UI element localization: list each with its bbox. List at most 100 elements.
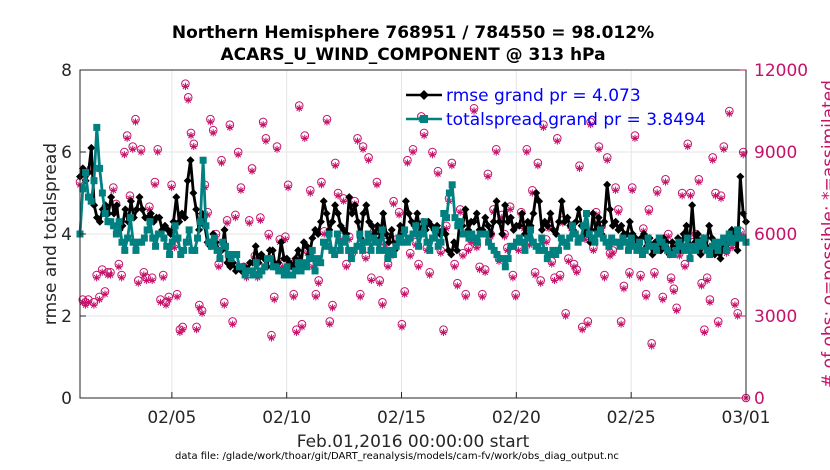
assimilated-obs-point xyxy=(706,298,714,306)
totalspread-point xyxy=(247,267,255,275)
totalspread-point xyxy=(722,246,730,254)
rmse-point xyxy=(404,209,413,218)
assimilated-obs-point xyxy=(298,323,306,331)
totalspread-point xyxy=(521,246,529,254)
totalspread-point xyxy=(98,189,106,197)
assimilated-obs-point xyxy=(734,312,742,320)
right-y-axis: 0 3000 6000 9000 12000 xyxy=(740,61,808,409)
assimilated-obs-point xyxy=(728,244,736,252)
assimilated-obs-point xyxy=(315,279,323,287)
rmse-point xyxy=(688,201,697,210)
assimilated-obs-point xyxy=(167,183,176,192)
assimilated-obs-point xyxy=(711,192,720,200)
assimilated-obs-point xyxy=(290,293,298,301)
assimilated-obs-point xyxy=(603,156,611,164)
assimilated-obs-point xyxy=(309,263,317,271)
totalspread-point xyxy=(205,238,213,246)
totalspread-point xyxy=(347,255,355,263)
assimilated-obs-point xyxy=(542,238,550,246)
rmse-point xyxy=(492,197,501,206)
assimilated-obs-point xyxy=(179,326,187,334)
rmse-point xyxy=(314,230,323,238)
assimilated-obs-point xyxy=(717,194,725,203)
rmse-point xyxy=(132,205,141,214)
rmse-point xyxy=(413,209,422,218)
rmse-point xyxy=(716,254,725,263)
totalspread-point xyxy=(485,238,493,246)
totalspread-point xyxy=(426,246,434,254)
assimilated-obs-point xyxy=(256,216,264,224)
rmse-point xyxy=(452,246,461,255)
totalspread-point xyxy=(138,238,146,246)
assimilated-obs-point xyxy=(389,200,398,208)
rmse-point xyxy=(277,238,286,247)
assimilated-obs-point xyxy=(439,328,448,336)
assimilated-obs-point xyxy=(703,276,711,285)
totalspread-point xyxy=(468,230,476,238)
totalspread-point xyxy=(686,255,694,263)
assimilated-obs-point xyxy=(267,334,276,342)
totalspread-point xyxy=(381,246,389,254)
legend-spread-label: totalspread grand pr = 3.8494 xyxy=(446,110,706,130)
totalspread-point xyxy=(403,238,411,246)
totalspread-point xyxy=(255,271,263,279)
assimilated-obs-point xyxy=(359,145,367,153)
assimilated-obs-point xyxy=(500,233,509,241)
totalspread-point xyxy=(322,242,330,250)
totalspread-point xyxy=(605,242,613,250)
totalspread-point xyxy=(443,214,451,222)
totalspread-point xyxy=(714,246,722,254)
assimilated-obs-point xyxy=(609,249,617,257)
assimilated-obs-point xyxy=(159,274,167,282)
totalspread-point xyxy=(311,267,319,275)
assimilated-obs-point xyxy=(595,145,603,153)
totalspread-point xyxy=(731,234,739,242)
assimilated-obs-point xyxy=(184,96,192,104)
assimilated-obs-point xyxy=(320,230,328,238)
rmse-point xyxy=(554,217,563,226)
assimilated-obs-point xyxy=(281,235,289,244)
assimilated-obs-point xyxy=(611,186,620,194)
assimilated-obs-point xyxy=(265,233,273,241)
totalspread-point xyxy=(314,255,322,263)
totalspread-point xyxy=(333,230,341,238)
totalspread-point xyxy=(384,255,392,263)
assimilated-obs-point xyxy=(81,301,90,309)
assimilated-obs-point xyxy=(154,148,162,156)
totalspread-point xyxy=(658,238,666,246)
totalspread-point xyxy=(457,218,465,226)
rmse-point xyxy=(401,197,410,206)
rmse-point xyxy=(135,193,144,202)
totalspread-point xyxy=(518,238,526,246)
totalspread-point xyxy=(672,246,680,254)
assimilated-obs-point xyxy=(681,263,689,271)
totalspread-point xyxy=(233,251,241,258)
assimilated-obs-point xyxy=(90,301,98,309)
assimilated-obs-point xyxy=(606,252,614,260)
assimilated-obs-point xyxy=(365,156,373,164)
assimilated-obs-point xyxy=(165,296,173,304)
assimilated-obs-point xyxy=(473,244,481,252)
left-tick-label: 0 xyxy=(61,389,72,409)
totalspread-point xyxy=(168,238,176,246)
assimilated-obs-point xyxy=(642,293,650,301)
assimilated-obs-point xyxy=(334,192,342,200)
totalspread-point xyxy=(423,238,431,246)
totalspread-point xyxy=(121,246,129,254)
assimilated-obs-point xyxy=(589,246,597,254)
assimilated-obs-point xyxy=(562,312,570,320)
totalspread-point xyxy=(608,234,616,242)
totalspread-point xyxy=(129,238,137,246)
rmse-point xyxy=(294,246,303,255)
totalspread-point xyxy=(675,238,683,246)
assimilated-obs-point xyxy=(292,328,301,336)
rmse-point xyxy=(574,205,583,214)
assimilated-obs-point xyxy=(98,268,106,276)
totalspread-point xyxy=(616,242,624,250)
totalspread-point xyxy=(599,234,607,242)
rmse-point xyxy=(447,250,456,259)
totalspread-point xyxy=(594,230,602,238)
totalspread-point xyxy=(152,242,160,250)
assimilated-obs-point xyxy=(545,224,553,233)
totalspread-point xyxy=(680,246,688,254)
